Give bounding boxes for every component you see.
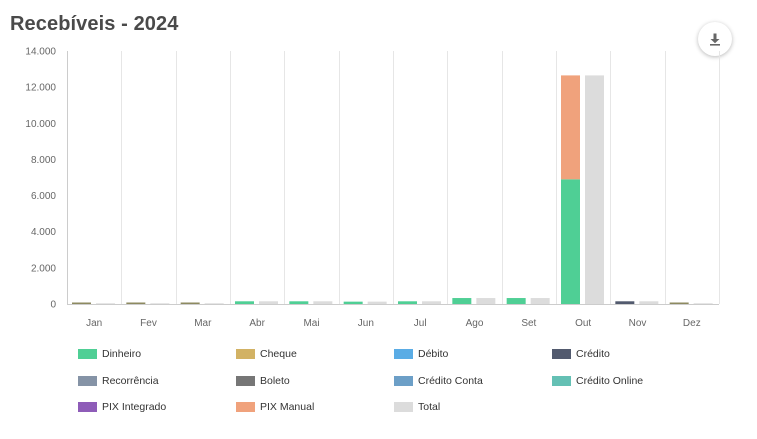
legend-swatch (394, 376, 413, 386)
y-tick-label: 8.000 (31, 155, 56, 166)
x-tick-label: Mar (194, 318, 212, 329)
legend-swatch (394, 349, 413, 359)
download-icon (710, 33, 720, 46)
y-tick-label: 12.000 (25, 83, 56, 94)
legend-item[interactable]: Dinheiro (78, 348, 141, 360)
y-tick-label: 14.000 (25, 47, 56, 58)
x-tick-label: Out (575, 318, 591, 329)
legend-swatch (552, 349, 571, 359)
legend-item[interactable]: Crédito Online (552, 375, 643, 387)
legend-swatch (236, 376, 255, 386)
legend-swatch (394, 402, 413, 412)
legend-label: Crédito Conta (418, 375, 483, 387)
chart-area: 0 2.000 4.000 6.000 8.000 10.000 12.000 14.000 J… (25, 47, 720, 329)
bar-dinheiro (343, 301, 363, 304)
x-tick-label: Set (521, 318, 536, 329)
export-button[interactable] (698, 22, 732, 56)
legend-item[interactable]: Total (394, 401, 440, 413)
legend-item[interactable]: Cheque (236, 348, 297, 360)
legend-label: Cheque (260, 348, 297, 360)
y-tick-label: 10.000 (25, 119, 56, 130)
bar-pix-manual (561, 75, 580, 180)
legend-label: Débito (418, 348, 449, 360)
legend-label: Recorrência (102, 375, 159, 387)
legend-swatch (78, 349, 97, 359)
legend-item[interactable]: PIX Manual (236, 401, 314, 413)
bar-baseline-mark (126, 302, 146, 304)
bar-total (639, 301, 659, 304)
x-tick-label: Mai (303, 318, 319, 329)
bar-dinheiro (561, 179, 580, 304)
chart-title: Recebíveis - 2024 (10, 13, 179, 35)
x-tick-label: Jul (414, 318, 427, 329)
legend-label: Crédito Online (576, 375, 644, 387)
legend-swatch (552, 376, 571, 386)
x-tick-label: Ago (466, 318, 484, 329)
bar-baseline-mark (72, 302, 91, 304)
x-tick-label: Jan (86, 318, 102, 329)
legend-swatch (236, 402, 255, 412)
legend-swatch (78, 402, 97, 412)
legend-item[interactable]: PIX Integrado (78, 401, 166, 413)
legend-label: PIX Manual (260, 401, 315, 413)
x-tick-label: Dez (683, 318, 701, 329)
bar-dinheiro (452, 298, 472, 304)
bar-dinheiro (289, 301, 309, 304)
bar-total (585, 75, 604, 305)
bar-dinheiro (506, 298, 526, 304)
legend-item[interactable]: Crédito (552, 348, 610, 360)
bar-credito (615, 301, 635, 304)
legend-label: Crédito (576, 348, 610, 360)
x-tick-label: Nov (629, 318, 647, 329)
legend-item[interactable]: Recorrência (78, 375, 159, 387)
bar-baseline-mark (180, 302, 200, 304)
legend-item[interactable]: Débito (394, 348, 448, 360)
y-tick-label: 0 (50, 300, 56, 311)
bar-total (313, 301, 333, 304)
bar-total (259, 301, 278, 304)
bar-dinheiro (235, 301, 254, 304)
legend-item[interactable]: Crédito Conta (394, 375, 483, 387)
bar-total (422, 301, 441, 304)
bar-total (476, 298, 496, 304)
legend-label: Total (418, 401, 441, 413)
legend-label: Boleto (260, 375, 290, 387)
bar-dinheiro (398, 301, 417, 304)
bar-baseline-mark (669, 302, 689, 304)
legend-label: PIX Integrado (102, 401, 167, 413)
y-tick-label: 6.000 (31, 191, 56, 202)
legend-swatch (78, 376, 97, 386)
x-tick-label: Fev (140, 318, 157, 329)
legend-label: Dinheiro (102, 348, 142, 360)
legend-swatch (236, 349, 255, 359)
y-tick-label: 4.000 (31, 227, 56, 238)
y-tick-label: 2.000 (31, 263, 56, 274)
bar-total (367, 301, 387, 304)
x-tick-label: Abr (249, 318, 265, 329)
legend-item[interactable]: Boleto (236, 375, 290, 387)
bar-total (530, 298, 550, 304)
x-tick-label: Jun (358, 318, 374, 329)
